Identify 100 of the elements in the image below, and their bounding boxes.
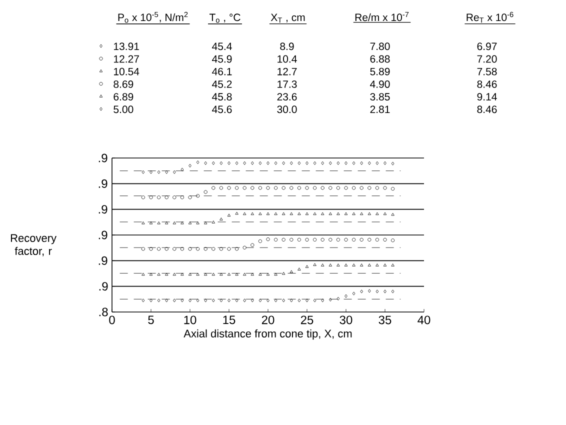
point: [282, 186, 286, 190]
text: 45.9: [212, 55, 232, 63]
text: 45.4: [212, 42, 232, 50]
point: [188, 164, 192, 168]
point: [149, 272, 153, 276]
point: [290, 186, 294, 190]
point: [196, 221, 200, 224]
point: [368, 264, 371, 266]
point: [235, 186, 239, 190]
point: [305, 238, 309, 242]
point: [235, 247, 239, 251]
point: [227, 186, 231, 190]
point: [266, 298, 270, 302]
point: [258, 298, 262, 302]
point: [391, 186, 395, 191]
point: [250, 243, 254, 247]
x-axis-title: Axial distance from cone tip, X, cm: [184, 329, 352, 340]
point: [344, 186, 348, 190]
point: [391, 264, 394, 266]
point: [243, 212, 246, 216]
text: 6.88: [370, 55, 390, 63]
point: [352, 212, 356, 216]
point: [196, 194, 200, 198]
text: 12.7: [278, 68, 297, 76]
point: [242, 246, 246, 250]
point: [220, 161, 223, 165]
point: [344, 238, 348, 242]
point: [282, 161, 285, 165]
point: [180, 298, 184, 302]
point: [321, 264, 324, 266]
point: [227, 214, 231, 217]
point: [329, 298, 332, 302]
point: [141, 247, 145, 251]
point: [297, 186, 301, 190]
point: [157, 247, 161, 251]
point: [258, 272, 262, 276]
point: [212, 272, 215, 276]
text: 9.14: [477, 93, 497, 101]
point: [142, 170, 145, 174]
point: [242, 186, 246, 190]
text: 6.97: [477, 42, 497, 50]
point: [141, 196, 145, 200]
x-tick-label: 15: [223, 316, 236, 324]
point: [391, 238, 395, 242]
point: [375, 238, 379, 242]
point: [274, 186, 278, 190]
point: [376, 290, 379, 294]
point: [375, 186, 379, 190]
point: [164, 196, 168, 200]
point: [227, 247, 231, 251]
point: [328, 186, 332, 190]
text: 7.58: [477, 68, 497, 76]
point: [204, 247, 208, 251]
point: [164, 247, 168, 251]
point: [368, 238, 372, 242]
point: [297, 238, 301, 242]
point: [391, 162, 394, 166]
point: [360, 161, 363, 165]
point: [228, 161, 230, 165]
point: [149, 221, 153, 224]
point: [360, 290, 363, 294]
point: [173, 170, 176, 174]
x-tick-label: 5: [148, 316, 154, 324]
point: [274, 212, 278, 216]
text: 12.27: [114, 55, 139, 63]
point: [258, 239, 262, 243]
point: [204, 298, 207, 302]
x-tick-label: 35: [378, 316, 392, 324]
point: [391, 290, 394, 294]
point: [196, 160, 200, 164]
point: [376, 212, 379, 216]
point: [212, 298, 215, 302]
point: [196, 298, 200, 302]
point: [243, 298, 246, 302]
text: 10.4: [278, 55, 297, 63]
point: [258, 161, 262, 165]
point: [243, 272, 246, 276]
point: [188, 272, 192, 276]
point: [180, 272, 184, 276]
text: T$_{o}$ , °C: [209, 14, 240, 23]
x-tick-label: 30: [340, 316, 352, 324]
text: 8.46: [477, 106, 497, 114]
point: [305, 212, 309, 216]
point: [321, 298, 324, 302]
text: 5.89: [370, 68, 390, 76]
point: [204, 221, 208, 224]
point: [383, 186, 387, 190]
point: [384, 161, 386, 165]
point: [282, 212, 286, 216]
text: 6.89: [114, 93, 134, 101]
point: [328, 212, 332, 216]
point: [204, 272, 208, 276]
text: 45.8: [212, 93, 232, 101]
point: [266, 237, 270, 242]
point: [321, 212, 324, 216]
point: [196, 272, 200, 276]
text: 8.46: [477, 80, 497, 88]
text: 10.54: [114, 68, 140, 76]
point: [313, 161, 316, 165]
point: [352, 161, 356, 165]
